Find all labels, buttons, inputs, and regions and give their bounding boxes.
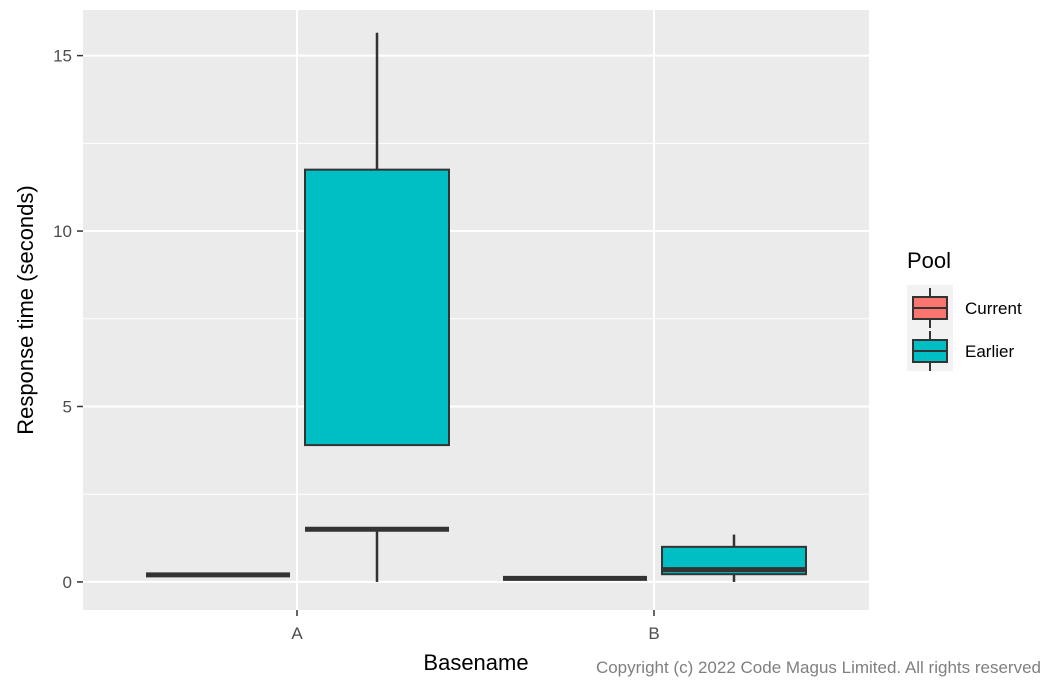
legend: Pool Current Earlier (907, 248, 1022, 371)
x-tick-label: B (648, 624, 659, 643)
legend-entry-current: Current (912, 288, 1022, 328)
box-earlier-a (304, 32, 450, 582)
box-body (304, 168, 450, 447)
legend-title: Pool (907, 248, 951, 273)
box-earlier-b (661, 534, 807, 582)
grid-lines (83, 10, 869, 610)
y-tick-label: 10 (53, 222, 72, 241)
legend-label: Current (965, 299, 1022, 318)
y-tick-label: 5 (63, 397, 72, 416)
y-tick-label: 0 (63, 573, 72, 592)
legend-label: Earlier (965, 342, 1014, 361)
axes: 0 5 10 15 A B (53, 47, 660, 643)
caption: Copyright (c) 2022 Code Magus Limited. A… (596, 658, 1041, 677)
x-tick-label: A (291, 624, 303, 643)
x-axis-title: Basename (423, 650, 528, 675)
legend-entry-earlier: Earlier (912, 331, 1014, 371)
panel-background (83, 10, 869, 610)
y-axis-title: Response time (seconds) (13, 185, 38, 434)
box-series (146, 32, 807, 582)
y-tick-label: 15 (53, 47, 72, 66)
